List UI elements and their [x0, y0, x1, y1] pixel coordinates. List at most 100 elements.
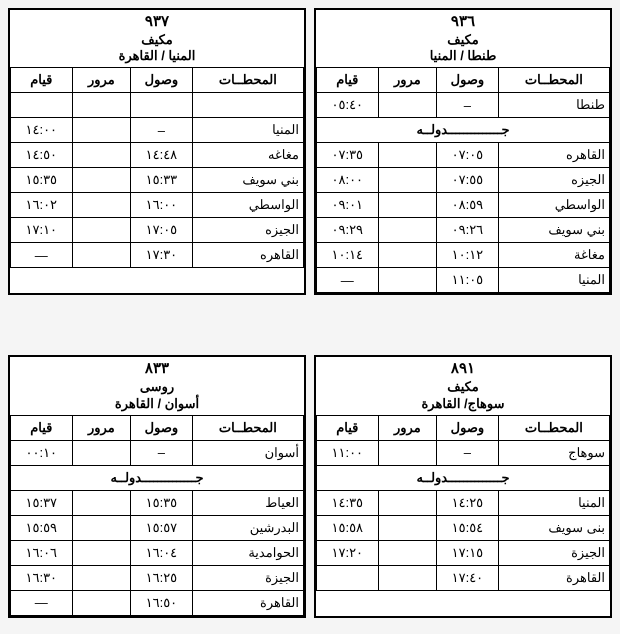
- cell-arrive: ٠٧:٠٥: [437, 143, 499, 168]
- table-row: الحوامدية١٦:٠٤١٦:٠٦: [11, 540, 304, 565]
- cell-arrive: ١٧:١٥: [437, 540, 499, 565]
- cell-station: الجيزه: [498, 168, 609, 193]
- table-row: جــــــــــــــدولــه: [317, 465, 610, 490]
- table-row: الواسطي٠٨:٥٩٠٩:٠١: [317, 193, 610, 218]
- cell-pass: [378, 243, 437, 268]
- timetable: المحطــاتوصولمرورقيامطنطا–٠٥:٤٠جــــــــ…: [316, 67, 610, 293]
- table-row: البدرشين١٥:٥٧١٥:٥٩: [11, 515, 304, 540]
- cell-depart: [11, 93, 73, 118]
- col-pass: مرور: [378, 68, 437, 93]
- schedule-table: ٨٩١مكيفسوهاج/ القاهرةالمحطــاتوصولمرورقي…: [314, 355, 612, 617]
- cell-pass: [72, 540, 131, 565]
- train-route: سوهاج/ القاهرة: [316, 396, 610, 413]
- cell-arrive: –: [437, 440, 499, 465]
- table-row: الواسطي١٦:٠٠١٦:٠٢: [11, 193, 304, 218]
- table-row: جــــــــــــــدولــه: [11, 465, 304, 490]
- cell-station: البدرشين: [192, 515, 303, 540]
- table-row: طنطا–٠٥:٤٠: [317, 93, 610, 118]
- cell-pass: [72, 193, 131, 218]
- col-pass: مرور: [378, 415, 437, 440]
- train-number: ٨٩١: [316, 359, 610, 379]
- cell-depart: —: [11, 590, 73, 615]
- cell-pass: [378, 540, 437, 565]
- col-arrive: وصول: [437, 415, 499, 440]
- jadwal-divider: جــــــــــــــدولــه: [317, 465, 610, 490]
- cell-pass: [72, 515, 131, 540]
- cell-station: المنيا: [498, 490, 609, 515]
- cell-station: المنيا: [498, 268, 609, 293]
- cell-depart: ١١:٠٠: [317, 440, 379, 465]
- schedule-header: ٩٣٧مكيفالمنيا / القاهرة: [10, 10, 304, 67]
- cell-depart: ١٦:٠٢: [11, 193, 73, 218]
- train-type: روسى: [10, 379, 304, 396]
- cell-pass: [72, 93, 131, 118]
- cell-pass: [72, 440, 131, 465]
- cell-station: مغاغه: [192, 143, 303, 168]
- cell-arrive: ١٧:٤٠: [437, 565, 499, 590]
- cell-arrive: ١٤:٢٥: [437, 490, 499, 515]
- table-row: جــــــــــــــدولــه: [317, 118, 610, 143]
- cell-depart: ٠٧:٣٥: [317, 143, 379, 168]
- cell-pass: [378, 515, 437, 540]
- cell-station: الجيزة: [498, 540, 609, 565]
- cell-depart: ١٠:١٤: [317, 243, 379, 268]
- cell-arrive: ١١:٠٥: [437, 268, 499, 293]
- cell-arrive: ٠٧:٥٥: [437, 168, 499, 193]
- schedule-header: ٩٣٦مكيفطنطا / المنيا: [316, 10, 610, 67]
- cell-depart: ١٥:٥٩: [11, 515, 73, 540]
- cell-arrive: ٠٨:٥٩: [437, 193, 499, 218]
- train-route: طنطا / المنيا: [316, 48, 610, 65]
- cell-pass: [72, 490, 131, 515]
- table-row: القاهره٠٧:٠٥٠٧:٣٥: [317, 143, 610, 168]
- col-stations: المحطــات: [192, 415, 303, 440]
- cell-station: أسوان: [192, 440, 303, 465]
- cell-depart: ١٥:٣٥: [11, 168, 73, 193]
- cell-depart: ١٤:٥٠: [11, 143, 73, 168]
- table-row: مغاغة١٠:١٢١٠:١٤: [317, 243, 610, 268]
- cell-pass: [378, 193, 437, 218]
- col-stations: المحطــات: [498, 68, 609, 93]
- cell-depart: ١٦:٣٠: [11, 565, 73, 590]
- table-row: بني سويف١٥:٣٣١٥:٣٥: [11, 168, 304, 193]
- cell-station: بني سويف: [498, 218, 609, 243]
- table-row: المنيا–١٤:٠٠: [11, 118, 304, 143]
- table-row: بني سويف٠٩:٢٦٠٩:٢٩: [317, 218, 610, 243]
- cell-arrive: ١٦:٥٠: [131, 590, 193, 615]
- cell-pass: [72, 168, 131, 193]
- table-row: بنى سويف١٥:٥٤١٥:٥٨: [317, 515, 610, 540]
- cell-station: مغاغة: [498, 243, 609, 268]
- col-stations: المحطــات: [498, 415, 609, 440]
- col-depart: قيام: [11, 68, 73, 93]
- cell-pass: [378, 268, 437, 293]
- cell-pass: [72, 565, 131, 590]
- cell-station: الجيزة: [192, 565, 303, 590]
- schedule-table: ٩٣٦مكيفطنطا / المنياالمحطــاتوصولمرورقيا…: [314, 8, 612, 295]
- cell-depart: ١٥:٣٧: [11, 490, 73, 515]
- cell-depart: ١٤:٠٠: [11, 118, 73, 143]
- table-row: القاهرة١٦:٥٠ —: [11, 590, 304, 615]
- cell-pass: [72, 218, 131, 243]
- cell-pass: [378, 565, 437, 590]
- cell-depart: —: [317, 268, 379, 293]
- cell-arrive: –: [131, 440, 193, 465]
- table-row: المنيا١١:٠٥ —: [317, 268, 610, 293]
- cell-pass: [378, 143, 437, 168]
- col-depart: قيام: [317, 68, 379, 93]
- cell-station: [192, 93, 303, 118]
- cell-arrive: [131, 93, 193, 118]
- table-row: سوهاج–١١:٠٠: [317, 440, 610, 465]
- cell-arrive: ١٤:٤٨: [131, 143, 193, 168]
- cell-depart: ١٧:٢٠: [317, 540, 379, 565]
- cell-arrive: ١٥:٣٣: [131, 168, 193, 193]
- cell-arrive: –: [437, 93, 499, 118]
- cell-arrive: ١٧:٠٥: [131, 218, 193, 243]
- cell-pass: [378, 490, 437, 515]
- table-row: مغاغه١٤:٤٨ ١٤:٥٠: [11, 143, 304, 168]
- cell-depart: ٠٨:٠٠: [317, 168, 379, 193]
- cell-arrive: ٠٩:٢٦: [437, 218, 499, 243]
- cell-pass: [378, 440, 437, 465]
- cell-depart: [317, 565, 379, 590]
- cell-pass: [72, 143, 131, 168]
- schedule-header: ٨٩١مكيفسوهاج/ القاهرة: [316, 357, 610, 414]
- cell-station: القاهرة: [192, 590, 303, 615]
